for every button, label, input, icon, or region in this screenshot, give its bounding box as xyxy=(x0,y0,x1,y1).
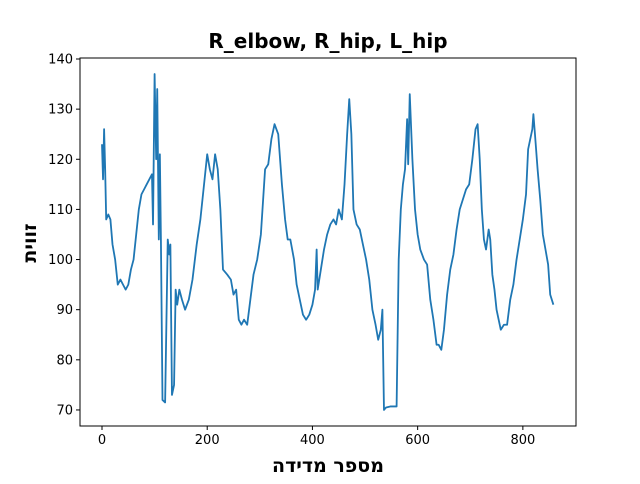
x-tick-label: 400 xyxy=(300,433,325,448)
y-tick-label: 100 xyxy=(48,253,73,268)
chart-title: R_elbow, R_hip, L_hip xyxy=(208,29,447,53)
x-tick-label: 0 xyxy=(98,433,106,448)
x-tick-label: 800 xyxy=(510,433,535,448)
data-line xyxy=(101,73,555,411)
y-tick-label: 140 xyxy=(48,53,73,68)
x-axis-label: מספר מדידה xyxy=(272,455,384,477)
y-tick-label: 80 xyxy=(56,353,73,368)
x-tick-label: 600 xyxy=(405,433,430,448)
y-tick-label: 130 xyxy=(48,103,73,118)
y-tick-label: 90 xyxy=(56,303,73,318)
y-tick-label: 120 xyxy=(48,153,73,168)
y-tick-label: 110 xyxy=(48,203,73,218)
y-axis-label: זווית xyxy=(19,223,41,262)
y-tick-label: 70 xyxy=(56,403,73,418)
x-tick-label: 200 xyxy=(195,433,220,448)
plot-frame xyxy=(79,57,577,427)
